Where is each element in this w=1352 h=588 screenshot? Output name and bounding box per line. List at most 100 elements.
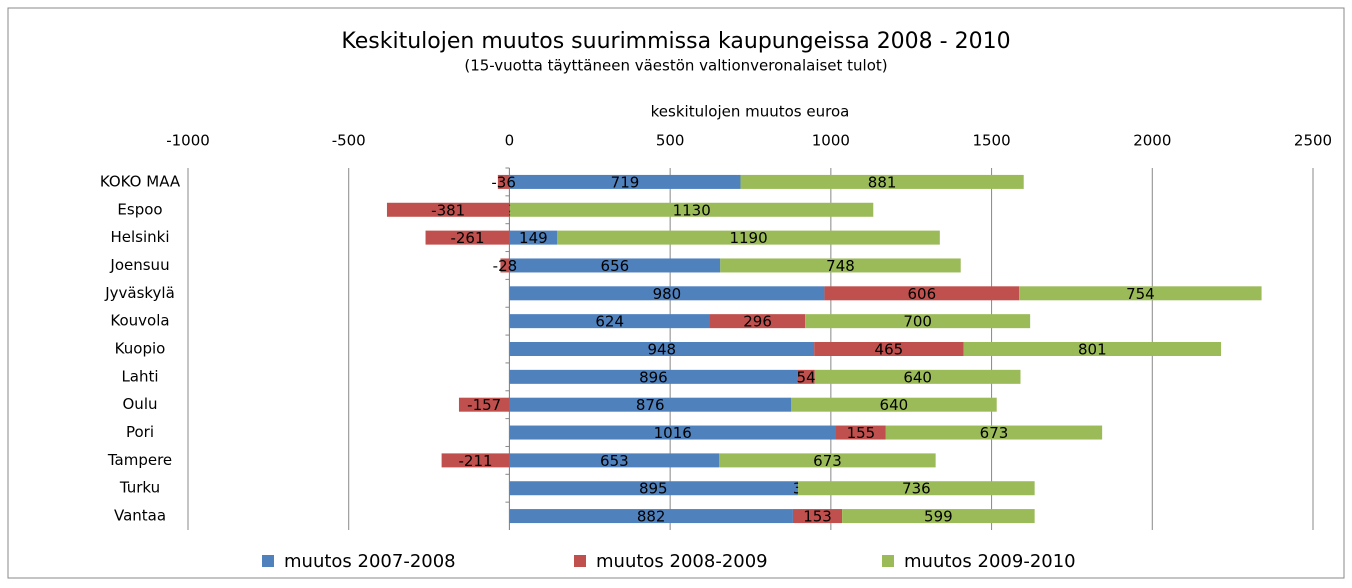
data-label: 653	[600, 452, 629, 470]
y-tick-label: Turku	[119, 479, 160, 497]
data-label: 155	[847, 424, 876, 442]
data-label: -36	[491, 173, 516, 191]
y-tick-label: Jyväskylä	[104, 284, 175, 302]
bar	[805, 314, 1031, 329]
chart-title: Keskitulojen muutos suurimmissa kaupunge…	[341, 29, 1010, 54]
data-label: 882	[637, 508, 666, 526]
bar	[509, 369, 798, 384]
bar	[798, 481, 1035, 496]
data-label: 736	[902, 480, 931, 498]
data-label: 881	[868, 173, 897, 191]
bar	[720, 258, 961, 273]
x-tick-label: 2500	[1294, 132, 1332, 150]
data-label: 296	[743, 313, 772, 331]
x-tick-label: 1500	[972, 132, 1010, 150]
x-tick-label: -500	[332, 132, 366, 150]
data-label: 1130	[673, 201, 711, 219]
data-label: 624	[595, 313, 624, 331]
x-tick-label: -1000	[166, 132, 210, 150]
y-tick-label: KOKO MAA	[100, 172, 181, 190]
bar	[797, 481, 799, 496]
data-label: -28	[493, 257, 518, 275]
bar	[441, 453, 510, 468]
bar	[458, 397, 510, 412]
data-label: 748	[826, 257, 855, 275]
bar	[509, 425, 836, 440]
data-label: 606	[908, 285, 937, 303]
y-tick-label: Kouvola	[110, 312, 169, 330]
x-tick-label: 500	[656, 132, 685, 150]
bar	[509, 453, 720, 468]
y-tick-label: Lahti	[121, 367, 158, 385]
bar	[814, 342, 964, 356]
y-tick-label: Pori	[126, 423, 154, 441]
data-label: 3	[793, 480, 803, 498]
bar	[963, 342, 1222, 356]
bar	[509, 286, 825, 301]
legend-swatch	[262, 555, 274, 567]
data-label: 465	[875, 341, 904, 359]
data-label: 700	[903, 313, 932, 331]
data-label: 895	[639, 480, 668, 498]
data-label: 54	[797, 368, 816, 386]
bar	[497, 174, 510, 189]
bar	[710, 314, 806, 329]
bar	[509, 202, 511, 217]
bar	[510, 202, 874, 217]
data-label: -381	[431, 201, 465, 219]
bar	[509, 314, 710, 329]
data-label: 980	[653, 285, 682, 303]
data-label: 1190	[729, 229, 767, 247]
bar	[509, 397, 791, 412]
y-tick-label: Espoo	[117, 200, 162, 218]
data-label: 640	[880, 396, 909, 414]
data-label: 754	[1126, 285, 1155, 303]
y-tick-label: Joensuu	[109, 256, 169, 274]
y-tick-label: Helsinki	[110, 228, 169, 246]
data-label: 599	[924, 508, 953, 526]
y-tick-label: Kuopio	[115, 340, 166, 358]
y-tick-label: Oulu	[123, 395, 158, 413]
data-label: 673	[813, 452, 842, 470]
bar	[719, 453, 936, 468]
data-label: 149	[519, 229, 548, 247]
x-tick-label: 1000	[812, 132, 850, 150]
bar	[842, 509, 1035, 524]
bar	[885, 425, 1103, 440]
data-label: -157	[467, 396, 501, 414]
bar	[509, 258, 721, 273]
data-label: 948	[647, 341, 676, 359]
bar	[509, 342, 815, 356]
data-label: 876	[636, 396, 665, 414]
bar	[557, 230, 940, 245]
data-label: 801	[1078, 341, 1107, 359]
bar	[386, 202, 510, 217]
data-label: 656	[601, 257, 630, 275]
bar	[509, 509, 793, 524]
legend-label: muutos 2009-2010	[904, 551, 1076, 572]
bar	[792, 509, 843, 524]
bar	[509, 230, 558, 245]
bar	[509, 481, 798, 496]
data-label: 1016	[654, 424, 692, 442]
data-label: 153	[803, 508, 832, 526]
bar	[500, 258, 510, 273]
legend-label: muutos 2008-2009	[596, 551, 768, 572]
legend-swatch	[882, 555, 894, 567]
bar	[740, 174, 1024, 189]
data-label: 640	[903, 368, 932, 386]
chart-subtitle: (15-vuotta täyttäneen väestön valtionver…	[464, 57, 887, 75]
data-label: 2	[505, 201, 515, 219]
bar	[1019, 286, 1262, 301]
y-tick-label: Vantaa	[114, 507, 166, 525]
legend-label: muutos 2007-2008	[284, 551, 456, 572]
legend-swatch	[574, 555, 586, 567]
x-tick-label: 2000	[1133, 132, 1171, 150]
data-label: 719	[611, 173, 640, 191]
bar	[814, 369, 1021, 384]
bar	[509, 174, 741, 189]
data-label: -261	[450, 229, 484, 247]
bar	[791, 397, 997, 412]
data-label: -211	[458, 452, 492, 470]
